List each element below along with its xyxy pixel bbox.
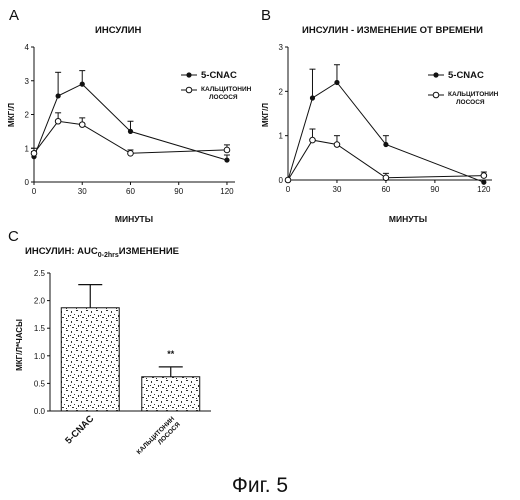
panel-a-series-salmon-calcitonin-point xyxy=(55,118,61,124)
panel-b-x-axis-label: МИНУТЫ xyxy=(389,214,427,224)
legend-b-salmon-calcitonin-marker xyxy=(433,92,439,98)
panel-c-title: ИНСУЛИН: AUC0-2hrsИЗМЕНЕНИЕ xyxy=(25,246,179,259)
panel-b-series-salmon-calcitonin-point xyxy=(481,173,487,179)
panel-c-title-subscript: 0-2hrs xyxy=(98,252,119,259)
legend-a-5cnac-label: 5-CNAC xyxy=(201,70,237,81)
panel-b-series-salmon-calcitonin-point xyxy=(383,175,389,181)
panel-b-y-tick-label: 3 xyxy=(279,43,284,52)
panel-c-title-suffix: ИЗМЕНЕНИЕ xyxy=(119,246,179,257)
panel-c-significance-marker: ** xyxy=(167,349,175,359)
panel-a-x-tick-label: 90 xyxy=(174,187,183,196)
legend-a-salmon-calcitonin-label-line-1: КАЛЬЦИТОНИН xyxy=(201,86,252,93)
panel-a-y-tick-label: 2 xyxy=(25,111,30,120)
panel-a-y-axis-label: МКГ/Л xyxy=(7,103,16,127)
panel-a-x-tick-label: 60 xyxy=(126,187,135,196)
panel-a-series-5cnac-point xyxy=(80,82,85,87)
figure-caption: Фиг. 5 xyxy=(232,474,288,497)
panel-c-bar-5cnac xyxy=(61,308,119,411)
legend-a-5cnac-marker xyxy=(186,72,191,77)
panel-b-x-tick-label: 120 xyxy=(477,185,491,194)
panel-a-x-tick-label: 120 xyxy=(220,187,234,196)
panel-b-plot: 01230306090120 xyxy=(279,43,492,194)
panel-b-series-salmon-calcitonin-point xyxy=(310,137,316,143)
panel-c-category-label: 5-CNAC xyxy=(63,413,96,446)
panel-c-plot: 0.0 0.5 1.0 1.5 2.0 2.5 5-CNAC КАЛЬЦИТОНИНЛОСОС… xyxy=(34,269,211,462)
panel-b-x-tick-label: 90 xyxy=(430,185,439,194)
panel-b-y-tick-label: 1 xyxy=(279,132,284,141)
legend-a-salmon-calcitonin-label-line-2: ЛОСОСЯ xyxy=(209,94,238,101)
panel-b-title: ИНСУЛИН - ИЗМЕНЕНИЕ ОТ ВРЕМЕНИ xyxy=(302,25,483,36)
legend-b-salmon-calcitonin-label-line-2: ЛОСОСЯ xyxy=(456,99,485,106)
panel-a-y-tick-label: 0 xyxy=(25,178,30,187)
panel-b-series-5cnac-point xyxy=(383,142,388,147)
legend-b-salmon-calcitonin-label-line-1: КАЛЬЦИТОНИН xyxy=(448,91,499,98)
panel-b-series-5cnac-point xyxy=(310,95,315,100)
panel-b-x-tick-label: 0 xyxy=(286,185,291,194)
panel-a-series-5cnac-point xyxy=(128,129,133,134)
panel-c-category-label: КАЛЬЦИТОНИНЛОСОСЯ xyxy=(136,415,182,461)
panel-b-legend: 5-CNAC КАЛЬЦИТОНИН ЛОСОСЯ xyxy=(428,70,499,106)
panel-b-series-salmon-calcitonin-point xyxy=(285,177,291,183)
panel-a-series-salmon-calcitonin-point xyxy=(128,151,134,157)
panel-a-letter: A xyxy=(9,7,19,24)
panel-b-y-axis-label: МКГ/Л xyxy=(261,103,270,127)
panel-b-series-salmon-calcitonin-point xyxy=(334,142,340,148)
panel-b-y-tick-label: 2 xyxy=(279,87,284,96)
legend-b-5cnac-label: 5-CNAC xyxy=(448,70,484,81)
panel-a-y-tick-label: 4 xyxy=(25,43,30,52)
legend-a-salmon-calcitonin-marker xyxy=(186,87,192,93)
panel-c-y-tick-label: 1.5 xyxy=(34,324,46,333)
panel-a-series-salmon-calcitonin-point xyxy=(224,147,230,153)
panel-b-series-5cnac-point xyxy=(334,80,339,85)
panel-a-series-5cnac-point xyxy=(224,157,229,162)
legend-b-5cnac-marker xyxy=(433,72,438,77)
panel-c-y-tick-label: 0.0 xyxy=(34,407,46,416)
panel-b: B ИНСУЛИН - ИЗМЕНЕНИЕ ОТ ВРЕМЕНИ МКГ/Л М… xyxy=(261,7,499,224)
panel-b-series-5cnac-point xyxy=(481,180,486,185)
panel-b-x-tick-label: 30 xyxy=(333,185,342,194)
panel-a-y-tick-label: 3 xyxy=(25,77,30,86)
panel-a-series-salmon-calcitonin-point xyxy=(79,122,85,128)
panel-a-plot: 0 1 2 3 4 0 30 60 90 120 xyxy=(25,43,235,196)
panel-a: A ИНСУЛИН МКГ/Л МИНУТЫ 0 1 2 3 4 0 30 60 90 120 5… xyxy=(7,7,252,224)
panel-b-letter: B xyxy=(261,7,271,24)
panel-a-x-tick-label: 30 xyxy=(78,187,87,196)
panel-a-title: ИНСУЛИН xyxy=(95,25,141,36)
panel-c-category-label-line: 5-CNAC xyxy=(63,413,96,446)
panel-c-letter: C xyxy=(8,228,19,245)
panel-c-title-main: ИНСУЛИН: AUC xyxy=(25,246,98,257)
panel-c-y-tick-label: 1.0 xyxy=(34,352,46,361)
panel-c-bar-salmon-calcitonin xyxy=(142,377,200,411)
panel-a-x-axis-label: МИНУТЫ xyxy=(115,214,153,224)
panel-c-y-tick-label: 0.5 xyxy=(34,379,46,388)
panel-a-series-salmon-calcitonin-point xyxy=(31,151,37,157)
panel-a-series-5cnac-point xyxy=(56,93,61,98)
panel-c-y-tick-label: 2.0 xyxy=(34,297,46,306)
panel-a-legend: 5-CNAC КАЛЬЦИТОНИН ЛОСОСЯ xyxy=(181,70,252,101)
panel-c: C ИНСУЛИН: AUC0-2hrsИЗМЕНЕНИЕ МКГ/Л*ЧАСЫ… xyxy=(8,228,211,462)
panel-a-y-tick-label: 1 xyxy=(25,144,30,153)
panel-a-x-tick-label: 0 xyxy=(32,187,37,196)
panel-b-y-tick-label: 0 xyxy=(279,176,284,185)
panel-b-x-tick-label: 60 xyxy=(381,185,390,194)
panel-c-y-tick-label: 2.5 xyxy=(34,269,46,278)
panel-c-y-axis-label: МКГ/Л*ЧАСЫ xyxy=(15,319,24,371)
